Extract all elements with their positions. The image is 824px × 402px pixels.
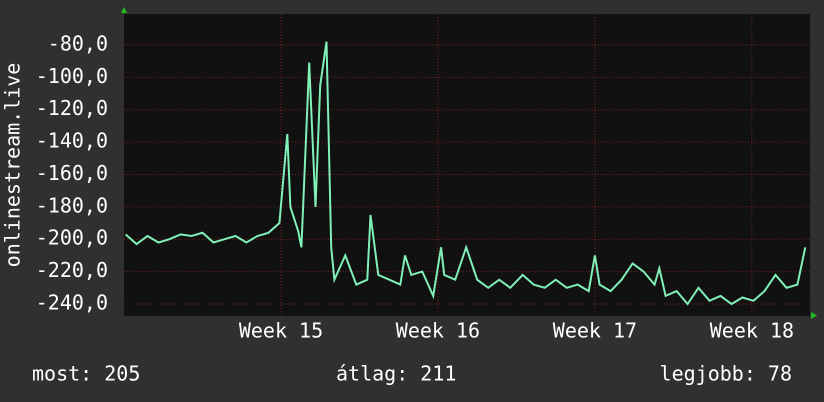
- x-tick-label: Week 15: [239, 319, 323, 343]
- axis-arrow: [811, 312, 817, 319]
- stat-best: legjobb: 78: [660, 362, 792, 386]
- y-tick-label: -160,0: [36, 161, 108, 185]
- y-tick-label: -180,0: [36, 193, 108, 217]
- y-tick-label: -140,0: [36, 129, 108, 153]
- plot-area: [124, 14, 810, 316]
- y-tick-label: -200,0: [36, 226, 108, 250]
- stat-average: átlag: 211: [336, 362, 456, 386]
- y-axis-label: onlinestream.live: [1, 63, 25, 268]
- x-tick-label: Week 18: [710, 319, 794, 343]
- y-tick-label: -80,0: [48, 31, 108, 55]
- stat-current: most: 205: [32, 362, 140, 386]
- data-line: [124, 41, 807, 306]
- x-tick-label: Week 17: [553, 319, 637, 343]
- x-tick-label: Week 16: [396, 319, 480, 343]
- axis-arrow: [121, 7, 127, 13]
- y-tick-label: -100,0: [36, 64, 108, 88]
- y-tick-label: -240,0: [36, 291, 108, 315]
- y-tick-label: -120,0: [36, 96, 108, 120]
- y-tick-label: -220,0: [36, 258, 108, 282]
